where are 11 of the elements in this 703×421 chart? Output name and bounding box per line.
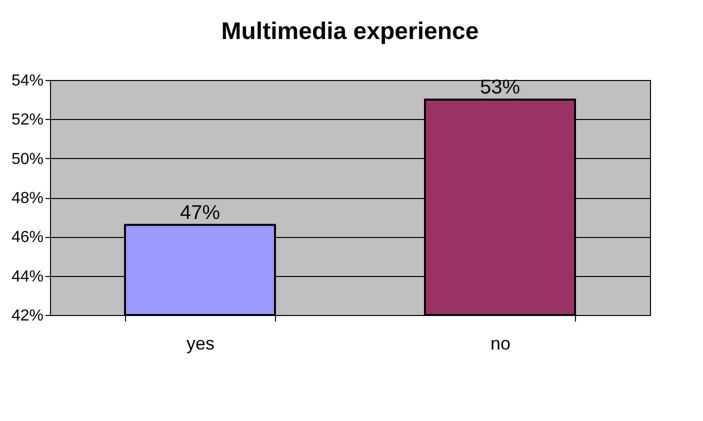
chart-title: Multimedia experience [221,18,479,45]
x-tick-label: no [490,334,511,354]
y-tick-label: 48% [11,190,44,207]
y-tick-label: 44% [11,268,44,286]
y-tick-label: 54% [11,72,44,90]
y-tick-label: 42% [11,308,44,324]
x-tick-label: yes [186,334,215,354]
y-tick-label: 46% [11,229,44,246]
y-tick-label: 50% [11,150,44,168]
data-label: 47% [180,202,220,224]
y-tick-label: 52% [11,112,44,129]
